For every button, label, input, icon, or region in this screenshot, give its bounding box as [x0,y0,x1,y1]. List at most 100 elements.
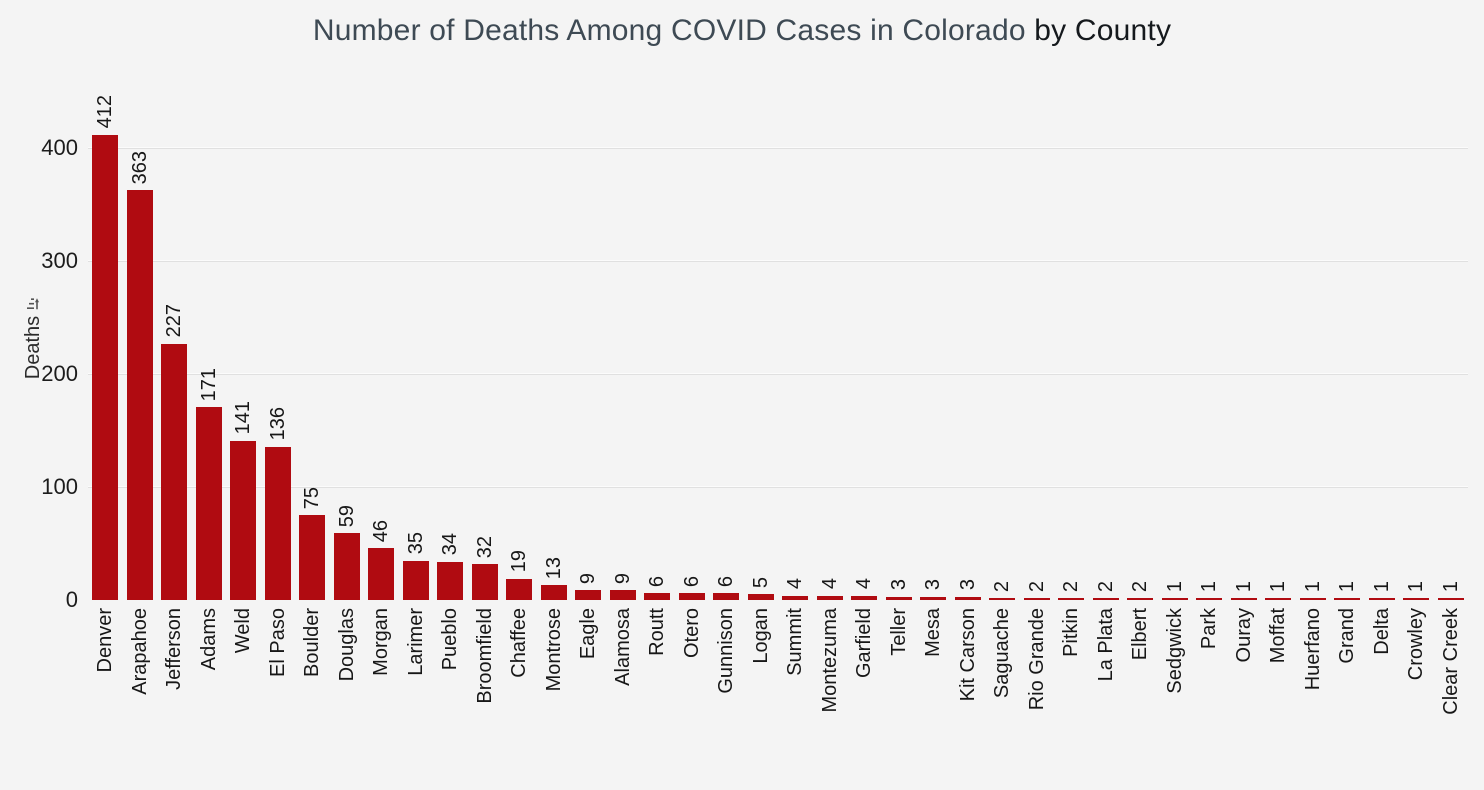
bar[interactable] [1127,597,1154,600]
bar[interactable] [299,515,326,600]
bar[interactable] [195,406,222,600]
bar-slot: 32 Broomfield [468,75,503,704]
bar-value-label: 2 [991,580,1014,592]
bar-value-label: 363 [128,150,151,185]
bar[interactable] [368,548,395,600]
bar-value-label: 5 [749,577,772,589]
bar-value-label: 6 [646,576,669,588]
x-category-label: Jefferson [163,608,186,690]
bar-slot: 3 Mesa [916,75,951,657]
bar[interactable] [954,596,981,600]
bar[interactable] [713,593,740,600]
x-category-label: Otero [680,608,703,659]
bar[interactable] [506,578,533,600]
x-category-label: Moffat [1267,608,1290,664]
bar[interactable] [1230,598,1257,600]
x-category-label: Montrose [542,608,565,692]
bar[interactable] [816,595,843,600]
gridline [88,260,1468,263]
bar-value-label: 6 [715,576,738,588]
bar[interactable] [1299,598,1326,600]
title-suffix-text: by County [1034,14,1172,47]
x-category-label: Alamosa [611,608,634,686]
bar-slot: 141 Weld [226,75,261,653]
bar[interactable] [437,561,464,600]
x-category-label: Weld [232,608,255,654]
x-category-label: Eagle [577,608,600,660]
bar[interactable] [885,596,912,600]
bar[interactable] [161,343,188,600]
bar[interactable] [1161,598,1188,600]
bar[interactable] [1023,597,1050,600]
bar-slot: 4 Montezuma [813,75,848,713]
bar-value-label: 1 [1405,580,1428,592]
x-category-label: Morgan [370,608,393,676]
bar[interactable] [402,560,429,600]
bar-value-label: 1 [1336,580,1359,592]
y-axis-title: Deaths [22,296,45,379]
bar[interactable] [1334,598,1361,600]
bar[interactable] [1403,598,1430,600]
y-tick-label: 200 [41,361,78,387]
bar[interactable] [92,134,119,600]
bar[interactable] [1265,598,1292,600]
bar[interactable] [540,585,567,600]
bar-slot: 1 Ouray [1227,75,1262,662]
x-category-label: Logan [749,608,772,664]
bar[interactable] [1437,598,1464,600]
bar-slot: 3 Kit Carson [951,75,986,701]
bar-value-label: 4 [818,578,841,590]
x-category-label: Chaffee [508,608,531,678]
bar[interactable] [230,440,257,600]
bar[interactable] [851,595,878,600]
sort-descending-icon[interactable] [22,296,45,309]
x-category-label: Montezuma [818,608,841,713]
x-category-label: Summit [784,608,807,676]
bar-value-label: 412 [94,95,117,129]
bar-value-label: 35 [404,532,427,555]
bar-value-label: 59 [335,505,358,528]
bar-slot: 34 Pueblo [433,75,468,670]
x-category-label: Saguache [991,608,1014,699]
bar-value-label: 2 [1060,580,1083,592]
bar[interactable] [1196,598,1223,600]
bar-slot: 2 Saguache [985,75,1020,698]
bar[interactable] [644,593,671,600]
bar[interactable] [471,563,498,600]
y-tick-label: 0 [65,587,78,612]
bar-slot: 136 El Paso [261,75,296,677]
bar[interactable] [609,589,636,600]
x-category-label: Rio Grande [1025,608,1048,711]
bar[interactable] [264,446,291,600]
bar[interactable] [126,190,153,600]
bar[interactable] [1368,598,1395,600]
bar-slot: 1 Sedgwick [1158,75,1193,694]
bar[interactable] [920,596,947,600]
bar[interactable] [678,593,705,600]
bar[interactable] [575,589,602,600]
bar-slot: 3 Teller [882,75,917,656]
bar-slot: 75 Boulder [295,75,330,677]
title-main-text: Number of Deaths Among COVID Cases in Co… [312,14,1026,47]
y-tick-label: 400 [41,135,78,161]
bar-value-label: 4 [853,578,876,590]
bar-slot: 35 Larimer [399,75,434,676]
bar[interactable] [747,594,774,600]
x-category-label: Boulder [301,608,324,677]
bar-slot: 1 Huerfano [1296,75,1331,690]
bar-slot: 227 Jefferson [157,75,192,690]
bar[interactable] [782,595,809,600]
gridline [88,373,1468,376]
bar[interactable] [333,533,360,600]
bar-slot: 412 Denver [88,75,123,672]
bar-value-label: 34 [439,533,462,556]
bar-slot: 13 Montrose [537,75,572,691]
bar[interactable] [989,597,1016,600]
plot-area: 412 Denver 363 Arapahoe 227 Jefferson 171 Adams… [88,75,1469,715]
bar[interactable] [1092,597,1119,600]
bar-slot: 1 Clear Creek [1434,75,1469,715]
bar[interactable] [1058,597,1085,600]
x-category-label: Pitkin [1060,608,1083,657]
bar-value-label: 2 [1025,580,1048,592]
bar-slot: 171 Adams [192,75,227,670]
